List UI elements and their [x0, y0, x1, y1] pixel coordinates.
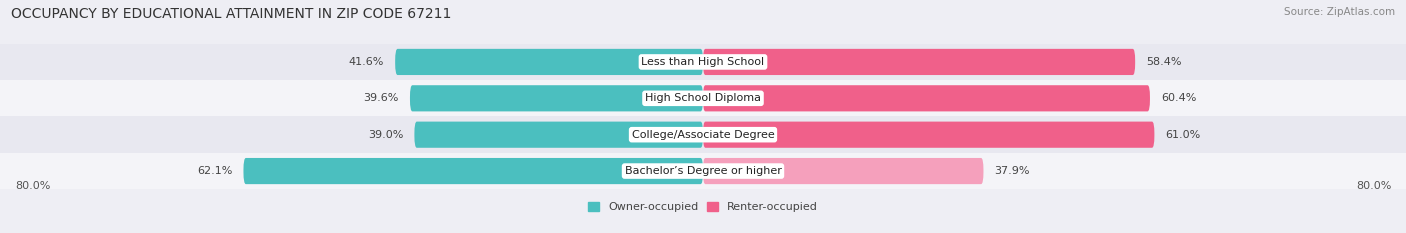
FancyBboxPatch shape [0, 44, 1406, 80]
Text: 60.4%: 60.4% [1161, 93, 1197, 103]
Legend: Owner-occupied, Renter-occupied: Owner-occupied, Renter-occupied [588, 202, 818, 212]
Text: 39.6%: 39.6% [364, 93, 399, 103]
Text: 39.0%: 39.0% [368, 130, 404, 140]
FancyBboxPatch shape [703, 85, 1150, 111]
FancyBboxPatch shape [243, 158, 703, 184]
FancyBboxPatch shape [415, 122, 703, 148]
Text: High School Diploma: High School Diploma [645, 93, 761, 103]
Text: College/Associate Degree: College/Associate Degree [631, 130, 775, 140]
Text: OCCUPANCY BY EDUCATIONAL ATTAINMENT IN ZIP CODE 67211: OCCUPANCY BY EDUCATIONAL ATTAINMENT IN Z… [11, 7, 451, 21]
FancyBboxPatch shape [411, 85, 703, 111]
FancyBboxPatch shape [0, 116, 1406, 153]
FancyBboxPatch shape [703, 158, 983, 184]
FancyBboxPatch shape [0, 80, 1406, 116]
Text: 61.0%: 61.0% [1166, 130, 1201, 140]
Text: 80.0%: 80.0% [15, 181, 51, 191]
Text: 62.1%: 62.1% [197, 166, 232, 176]
Text: 80.0%: 80.0% [1355, 181, 1391, 191]
Text: Bachelor’s Degree or higher: Bachelor’s Degree or higher [624, 166, 782, 176]
Text: 41.6%: 41.6% [349, 57, 384, 67]
FancyBboxPatch shape [703, 49, 1135, 75]
FancyBboxPatch shape [703, 122, 1154, 148]
FancyBboxPatch shape [0, 153, 1406, 189]
Text: Less than High School: Less than High School [641, 57, 765, 67]
Text: Source: ZipAtlas.com: Source: ZipAtlas.com [1284, 7, 1395, 17]
FancyBboxPatch shape [395, 49, 703, 75]
Text: 37.9%: 37.9% [994, 166, 1031, 176]
Text: 58.4%: 58.4% [1146, 57, 1182, 67]
